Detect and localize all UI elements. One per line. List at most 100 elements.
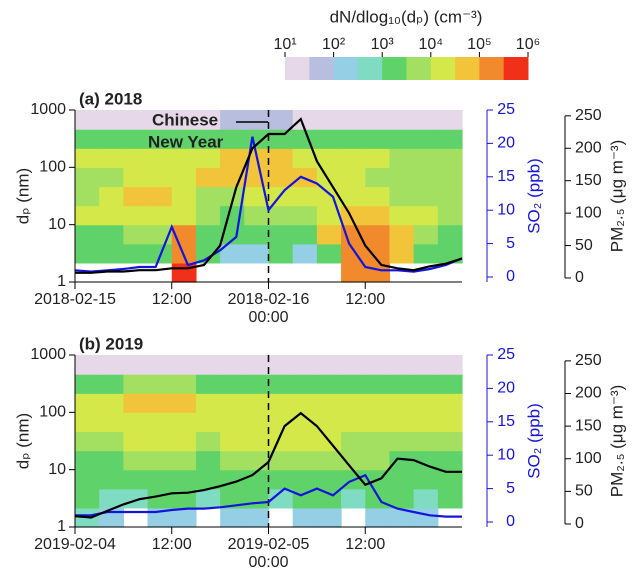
heatmap-cell — [220, 374, 245, 394]
heatmap-cell — [437, 167, 463, 188]
heatmap-cell — [220, 431, 245, 452]
heatmap-cell — [99, 469, 124, 490]
heatmap-cell — [171, 374, 197, 394]
heatmap-cell — [268, 355, 294, 375]
heatmap-cell — [171, 186, 197, 207]
y3-tick-label: 200 — [575, 139, 602, 156]
heatmap-cell — [413, 374, 439, 394]
y3-axis-label: PM₂.₅ (μg m⁻³) — [607, 140, 626, 252]
heatmap-cell — [147, 148, 173, 168]
heatmap-cell — [75, 205, 100, 226]
heatmap-cell — [413, 488, 439, 509]
heatmap-cell — [437, 355, 463, 375]
heatmap-cell — [147, 450, 173, 471]
heatmap-cell — [75, 224, 100, 245]
heatmap-cell — [389, 488, 415, 509]
heatmap-cell — [220, 186, 245, 207]
heatmap-cell — [147, 205, 173, 226]
heatmap-cell — [123, 450, 149, 471]
heatmap-cell — [365, 507, 391, 528]
y2-tick-label: 0 — [506, 268, 515, 285]
heatmap-cell — [437, 374, 463, 394]
heatmap-cell — [99, 412, 124, 433]
heatmap-cell — [316, 167, 342, 188]
heatmap-cell — [123, 129, 149, 149]
heatmap-cell — [123, 393, 149, 413]
heatmap-cell — [365, 224, 391, 245]
heatmap-cell — [437, 469, 463, 490]
heatmap-cell — [389, 431, 415, 452]
heatmap-cell — [147, 431, 173, 452]
heatmap-cell — [365, 148, 391, 168]
y3-tick-label: 100 — [575, 204, 602, 221]
heatmap-cell — [268, 488, 294, 509]
heatmap-cell — [268, 148, 294, 168]
y-tick-label: 1000 — [30, 346, 66, 363]
heatmap-cell — [99, 374, 124, 394]
heatmap-cell — [268, 412, 294, 433]
heatmap-cell — [99, 148, 124, 168]
heatmap-cell — [99, 243, 124, 264]
heatmap-cell — [389, 243, 415, 264]
colorbar-tick-label: 10⁵ — [467, 36, 491, 53]
heatmap-cell — [244, 412, 270, 433]
heatmap-cell — [99, 393, 124, 413]
heatmap-cell — [292, 488, 318, 509]
heatmap-cell — [341, 262, 366, 283]
y3-tick-label: 50 — [575, 483, 593, 500]
heatmap-cell — [123, 374, 149, 394]
heatmap-cell — [341, 412, 366, 433]
heatmap-cell — [292, 167, 318, 188]
y3-tick-label: 200 — [575, 385, 602, 402]
heatmap-cell — [75, 110, 100, 130]
heatmap-cell — [171, 431, 197, 452]
y2-tick-label: 25 — [497, 101, 515, 118]
y3-tick-label: 250 — [575, 107, 602, 124]
heatmap-cell — [341, 374, 366, 394]
heatmap-cell — [268, 450, 294, 471]
heatmap-cell — [195, 469, 221, 490]
heatmap-cell — [220, 393, 245, 413]
heatmap-cell — [316, 129, 342, 149]
y-tick-label: 100 — [39, 404, 66, 421]
heatmap-cell — [316, 224, 342, 245]
heatmap-cell — [99, 186, 124, 207]
heatmap-cell — [365, 243, 391, 264]
heatmap-cell — [99, 450, 124, 471]
heatmap-cell — [341, 148, 366, 168]
heatmap-cell — [292, 469, 318, 490]
heatmap-cell — [413, 450, 439, 471]
heatmap-cell — [195, 412, 221, 433]
heatmap-cell — [123, 167, 149, 188]
heatmap-cell — [99, 110, 124, 130]
heatmap-cell — [75, 412, 100, 433]
y-tick-label: 10 — [48, 461, 66, 478]
heatmap-cell — [389, 148, 415, 168]
heatmap-cell — [365, 110, 391, 130]
heatmap-cell — [123, 110, 149, 130]
heatmap-cell — [195, 355, 221, 375]
colorbar-swatch — [455, 57, 480, 80]
colorbar-tick-label: 10⁴ — [418, 36, 443, 53]
heatmap-cell — [365, 129, 391, 149]
heatmap-cell — [437, 393, 463, 413]
heatmap-cell — [244, 205, 270, 226]
y2-tick-label: 0 — [506, 513, 515, 530]
heatmap-cell — [316, 243, 342, 264]
heatmap-cell — [389, 393, 415, 413]
heatmap-cell — [99, 355, 124, 375]
heatmap-cell — [75, 469, 100, 490]
x-tick-sublabel: 00:00 — [248, 554, 288, 571]
heatmap-cell — [75, 374, 100, 394]
colorbar-tick-label: 10¹ — [273, 36, 296, 53]
heatmap-cell — [268, 129, 294, 149]
heatmap-cell — [171, 469, 197, 490]
heatmap-cell — [123, 224, 149, 245]
heatmap-cell — [437, 148, 463, 168]
colorbar-swatch — [285, 57, 310, 80]
colorbar-swatch — [503, 57, 529, 80]
y3-tick-label: 150 — [575, 417, 602, 434]
heatmap-cell — [220, 355, 245, 375]
heatmap-cell — [75, 148, 100, 168]
heatmap-cell — [75, 488, 100, 509]
